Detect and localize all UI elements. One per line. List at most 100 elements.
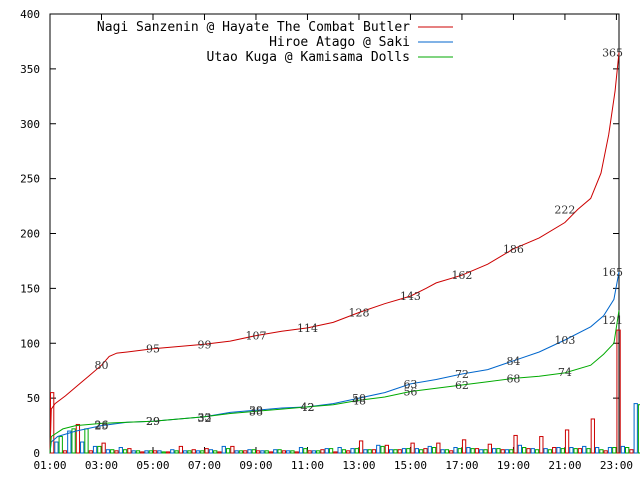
hourly-bar <box>367 449 372 454</box>
hourly-bar <box>170 449 175 454</box>
hourly-bar <box>410 442 415 454</box>
legend-entry-label: Hiroe Atago @ Saki <box>269 35 410 50</box>
hourly-bar <box>67 430 72 454</box>
hourly-bar <box>92 445 98 454</box>
hourly-bar <box>500 449 505 454</box>
hourly-bar <box>88 450 93 454</box>
series-line <box>49 310 620 454</box>
hourly-bar <box>178 445 184 454</box>
data-label: 25 <box>94 420 108 433</box>
hourly-bar <box>204 448 209 454</box>
data-label: 26 <box>94 418 108 431</box>
x-tick-label: 11:00 <box>291 459 324 472</box>
hourly-bar <box>333 451 338 454</box>
hourly-bar <box>380 445 385 454</box>
hourly-bar <box>307 450 312 454</box>
hourly-bar <box>397 449 402 454</box>
data-label: 99 <box>197 338 211 351</box>
x-tick-label: 15:00 <box>394 459 427 472</box>
hourly-bar <box>513 434 518 454</box>
x-tick-label: 17:00 <box>445 459 478 472</box>
y-tick-label: 150 <box>20 282 40 295</box>
hourly-bar <box>97 445 102 454</box>
hourly-bar <box>371 449 377 454</box>
hourly-bar <box>582 445 587 454</box>
hourly-bar <box>264 450 269 454</box>
data-label: 50 <box>352 392 366 405</box>
hourly-bar <box>243 450 248 454</box>
hourly-bar <box>590 418 595 454</box>
hourly-bar <box>58 436 63 454</box>
hourly-bar <box>294 451 299 454</box>
hourly-bar <box>560 448 565 454</box>
data-label: 42 <box>300 401 314 414</box>
hourly-bar <box>401 448 407 454</box>
data-label: 39 <box>249 404 263 417</box>
hourly-bar <box>444 449 450 454</box>
hourly-bars <box>50 329 640 454</box>
hourly-bar <box>320 449 325 454</box>
hourly-bar <box>183 450 188 454</box>
hourly-bar <box>221 445 226 454</box>
hourly-bar <box>620 445 626 454</box>
hourly-bar <box>607 447 613 454</box>
hourly-bar <box>599 449 604 454</box>
x-tick-label: 05:00 <box>136 459 169 472</box>
data-label: 32 <box>197 412 211 425</box>
x-tick-label: 21:00 <box>548 459 581 472</box>
hourly-bar <box>552 447 557 454</box>
hourly-bar <box>127 448 132 454</box>
hourly-bar <box>152 450 158 454</box>
hourly-bar <box>491 448 497 454</box>
legend: Nagi Sanzenin @ Hayate The Combat Butler… <box>97 20 453 65</box>
hourly-bar <box>234 450 239 454</box>
hourly-bar <box>440 449 445 454</box>
hourly-bar <box>191 449 196 454</box>
hourly-bar <box>470 448 475 454</box>
hourly-bar <box>213 450 218 454</box>
data-label: 29 <box>146 415 160 428</box>
hourly-bar <box>474 448 480 454</box>
hourly-bar <box>84 428 89 454</box>
hourly-bar <box>388 449 394 454</box>
hourly-bar <box>110 449 115 454</box>
hourly-bar <box>509 449 514 454</box>
data-label: 74 <box>558 366 572 379</box>
hourly-bar <box>140 451 145 454</box>
hourly-bar <box>354 448 359 454</box>
hourly-bar <box>556 447 561 454</box>
hourly-bar <box>157 450 162 454</box>
data-label: 222 <box>554 203 575 216</box>
hourly-bar <box>273 449 278 454</box>
hourly-bar <box>483 449 488 454</box>
hourly-bar <box>526 448 531 454</box>
data-label: 365 <box>602 46 623 59</box>
hourly-bar <box>144 450 149 454</box>
hourly-bar <box>350 448 355 454</box>
hourly-bar <box>577 448 583 454</box>
hourly-bar <box>453 447 458 454</box>
hourly-bar <box>564 429 570 454</box>
hourly-bar <box>260 450 265 454</box>
hourly-bar <box>539 436 544 454</box>
hourly-bar <box>187 450 192 454</box>
hourly-bar <box>431 447 437 454</box>
hourly-bar <box>337 447 342 454</box>
hourly-bar <box>363 449 368 454</box>
data-label: 63 <box>403 378 417 391</box>
hourly-bar <box>466 447 471 454</box>
hourly-bar <box>195 450 201 454</box>
hourly-bar <box>487 443 492 454</box>
hourly-bar <box>122 449 128 454</box>
hourly-bar <box>290 450 295 454</box>
hourly-bar <box>200 450 205 454</box>
legend-entry-label: Nagi Sanzenin @ Hayate The Combat Butler <box>97 20 410 35</box>
cumulative-lines <box>49 52 620 454</box>
hourly-bar <box>586 448 591 454</box>
y-tick-label: 250 <box>20 173 40 186</box>
hourly-bar <box>436 442 441 454</box>
hourly-bar <box>603 450 608 454</box>
hourly-bar <box>534 449 540 454</box>
series-line <box>49 271 620 454</box>
hourly-bar <box>316 450 321 454</box>
